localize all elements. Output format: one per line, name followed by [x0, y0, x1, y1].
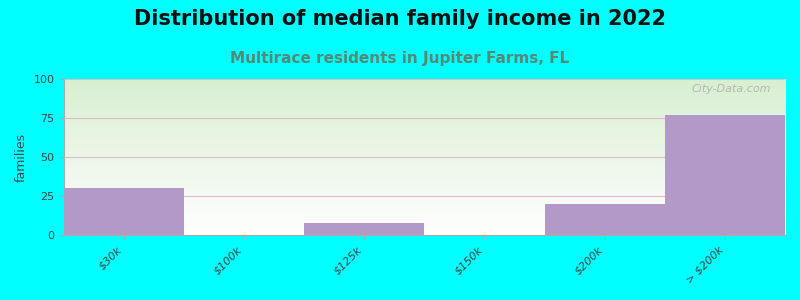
Text: Multirace residents in Jupiter Farms, FL: Multirace residents in Jupiter Farms, FL — [230, 51, 570, 66]
Bar — [545, 204, 665, 235]
Y-axis label: families: families — [15, 133, 28, 182]
Bar — [304, 223, 424, 235]
Bar — [665, 115, 785, 235]
Bar — [63, 188, 184, 235]
Text: Distribution of median family income in 2022: Distribution of median family income in … — [134, 9, 666, 29]
Text: City-Data.com: City-Data.com — [691, 84, 770, 94]
